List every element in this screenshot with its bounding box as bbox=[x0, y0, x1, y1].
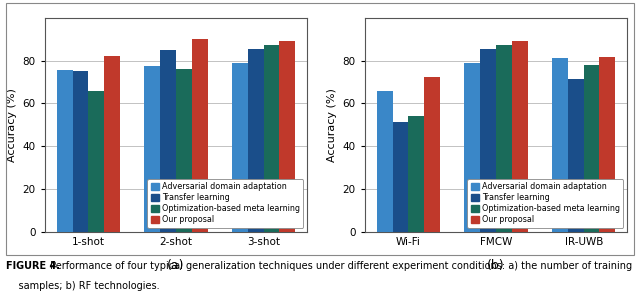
Text: (b): (b) bbox=[487, 260, 505, 272]
Y-axis label: Accuracy (%): Accuracy (%) bbox=[327, 88, 337, 162]
Bar bbox=[264, 45, 280, 232]
Bar bbox=[568, 79, 584, 232]
Bar bbox=[392, 121, 408, 232]
Bar bbox=[248, 49, 264, 232]
Bar bbox=[552, 59, 568, 232]
Bar bbox=[160, 50, 176, 232]
Bar bbox=[496, 45, 512, 232]
Text: (a): (a) bbox=[167, 260, 185, 272]
Bar bbox=[232, 63, 248, 232]
Bar bbox=[57, 70, 72, 232]
Bar bbox=[465, 63, 480, 232]
Bar bbox=[408, 116, 424, 232]
Text: samples; b) RF technologies.: samples; b) RF technologies. bbox=[6, 281, 160, 291]
Bar bbox=[88, 91, 104, 232]
Bar bbox=[424, 77, 440, 232]
Bar bbox=[192, 39, 207, 232]
Legend: Adversarial domain adaptation, Transfer learning, Optimization-based meta learni: Adversarial domain adaptation, Transfer … bbox=[147, 179, 303, 228]
Bar bbox=[104, 56, 120, 232]
Bar bbox=[377, 91, 392, 232]
Y-axis label: Accuracy (%): Accuracy (%) bbox=[7, 88, 17, 162]
Bar bbox=[176, 69, 192, 232]
Bar bbox=[600, 57, 615, 232]
Text: Performance of four typical generalization techniques under different experiment: Performance of four typical generalizati… bbox=[47, 261, 632, 271]
Bar bbox=[280, 41, 295, 232]
Bar bbox=[480, 49, 496, 232]
Bar bbox=[72, 71, 88, 232]
Bar bbox=[512, 41, 527, 232]
Bar bbox=[584, 65, 600, 232]
Bar bbox=[145, 66, 160, 232]
Text: FIGURE 4.: FIGURE 4. bbox=[6, 261, 60, 271]
Legend: Adversarial domain adaptation, Transfer learning, Optimization-based meta learni: Adversarial domain adaptation, Transfer … bbox=[467, 179, 623, 228]
